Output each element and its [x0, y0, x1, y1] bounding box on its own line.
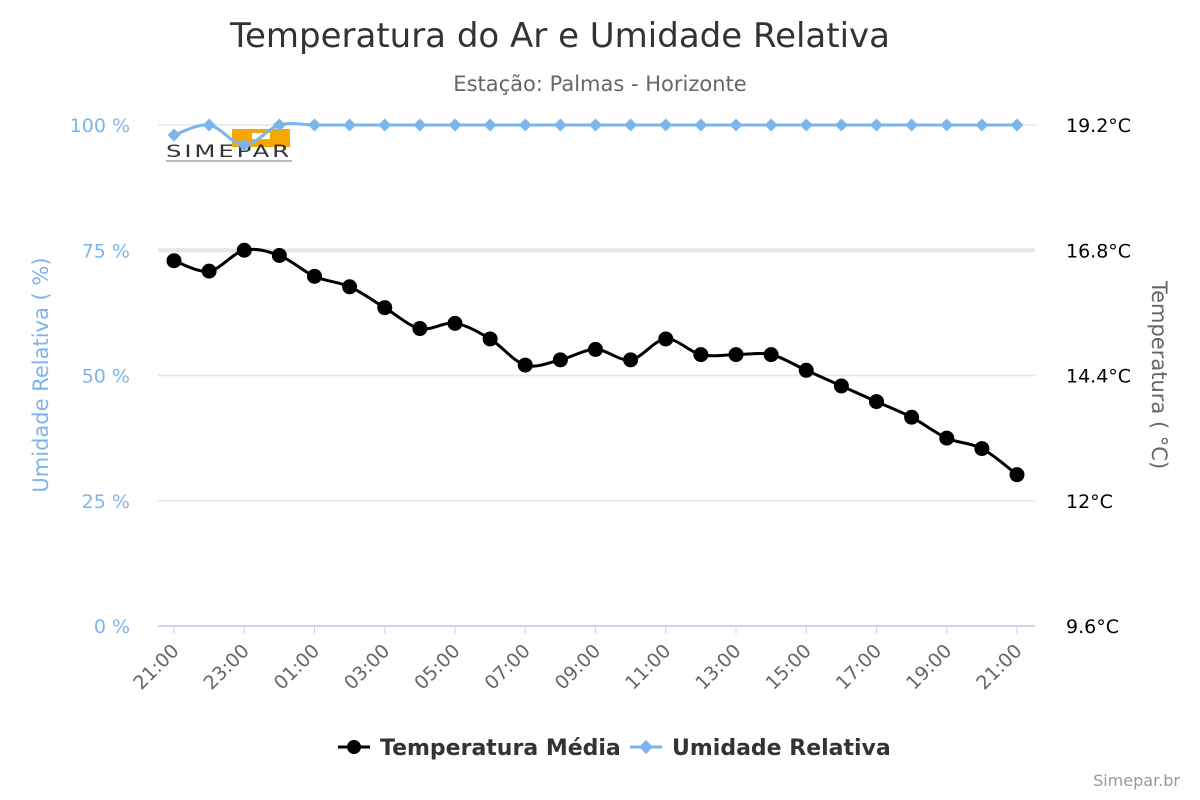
- temperatura-line: [173, 247, 1018, 476]
- temperatura-point[interactable]: [201, 263, 217, 279]
- temperatura-point[interactable]: [482, 331, 498, 347]
- temperatura-point[interactable]: [166, 253, 182, 269]
- temperatura-point[interactable]: [517, 357, 533, 373]
- temperatura-point[interactable]: [307, 268, 322, 284]
- temperatura-point[interactable]: [412, 321, 428, 337]
- grid: [158, 124, 1035, 627]
- temperatura-point[interactable]: [623, 352, 639, 368]
- series-temperatura-media: [166, 242, 1025, 483]
- left-axis-ticks: 0 % 25 % 50 % 75 % 100 %: [70, 115, 130, 638]
- x-tick-label: 11:00: [621, 640, 675, 694]
- left-tick-label: 25 %: [82, 491, 130, 513]
- temperatura-point[interactable]: [798, 362, 814, 378]
- temperatura-point[interactable]: [833, 378, 849, 394]
- temperatura-point[interactable]: [588, 341, 603, 357]
- left-axis-title: Umidade Relativa ( %): [29, 257, 53, 492]
- umidade-point[interactable]: [272, 118, 286, 132]
- umidade-point[interactable]: [940, 118, 954, 132]
- umidade-point[interactable]: [659, 118, 673, 132]
- umidade-point[interactable]: [343, 118, 357, 132]
- umidade-point[interactable]: [413, 118, 427, 132]
- legend-umidade-marker: [639, 740, 653, 754]
- legend-item-umidade[interactable]: Umidade Relativa: [630, 736, 891, 761]
- temperatura-point[interactable]: [236, 242, 252, 258]
- simepar-logo: SIMEPAR: [166, 129, 292, 162]
- x-tick-label: 01:00: [270, 640, 324, 694]
- temperatura-point[interactable]: [552, 352, 568, 368]
- umidade-point[interactable]: [624, 118, 638, 132]
- x-tick-label: 05:00: [410, 640, 464, 694]
- temperatura-point[interactable]: [377, 300, 393, 316]
- right-axis-ticks: 9.6°C 12°C 14.4°C 16.8°C 19.2°C: [1066, 115, 1131, 638]
- umidade-point[interactable]: [237, 138, 251, 152]
- x-tick-label: 13:00: [691, 640, 745, 694]
- legend-temperatura-label: Temperatura Média: [380, 736, 621, 761]
- umidade-point[interactable]: [694, 118, 708, 132]
- x-tick-label: 19:00: [902, 640, 956, 694]
- umidade-point[interactable]: [870, 118, 883, 132]
- x-tick-label: 07:00: [481, 640, 535, 694]
- umidade-point[interactable]: [167, 128, 181, 142]
- umidade-point[interactable]: [378, 118, 392, 132]
- umidade-point[interactable]: [202, 118, 216, 132]
- umidade-point[interactable]: [308, 118, 321, 132]
- umidade-point[interactable]: [975, 118, 989, 132]
- x-tick-label: 21:00: [972, 640, 1026, 694]
- temperatura-point[interactable]: [447, 315, 463, 331]
- x-tick-label: 15:00: [762, 640, 816, 694]
- logo-underline: [166, 160, 292, 162]
- chart-subtitle: Estação: Palmas - Horizonte: [453, 72, 746, 96]
- left-tick-label: 100 %: [70, 115, 130, 137]
- umidade-point[interactable]: [834, 118, 848, 132]
- umidade-point[interactable]: [905, 118, 919, 132]
- x-tick-label: 23:00: [200, 640, 254, 694]
- temperatura-point[interactable]: [728, 347, 744, 363]
- umidade-point[interactable]: [799, 118, 813, 132]
- right-tick-label: 14.4°C: [1066, 366, 1131, 388]
- umidade-point[interactable]: [518, 118, 532, 132]
- umidade-point[interactable]: [448, 118, 462, 132]
- temperatura-point[interactable]: [939, 430, 955, 446]
- x-tick-label: 09:00: [551, 640, 605, 694]
- series-umidade-relativa: [167, 118, 1024, 152]
- legend-temperatura-marker: [347, 740, 361, 754]
- umidade-point[interactable]: [589, 118, 602, 132]
- umidade-point[interactable]: [553, 118, 567, 132]
- temperatura-point[interactable]: [271, 247, 287, 263]
- chart-title: Temperatura do Ar e Umidade Relativa: [229, 16, 890, 56]
- temperatura-point[interactable]: [342, 279, 358, 295]
- umidade-point[interactable]: [1010, 118, 1024, 132]
- umidade-point[interactable]: [483, 118, 497, 132]
- left-tick-label: 0 %: [94, 616, 130, 638]
- logo-text: SIMEPAR: [166, 142, 292, 162]
- temperatura-point[interactable]: [763, 347, 779, 363]
- umidade-point[interactable]: [729, 118, 743, 132]
- umidade-point[interactable]: [764, 118, 778, 132]
- x-tick-label: 17:00: [832, 640, 886, 694]
- right-tick-label: 19.2°C: [1066, 115, 1131, 137]
- legend-item-temperatura[interactable]: Temperatura Média: [338, 736, 621, 761]
- x-tick-label: 21:00: [129, 640, 183, 694]
- x-tick-label: 03:00: [340, 640, 394, 694]
- temperatura-point[interactable]: [904, 409, 920, 425]
- temperatura-point[interactable]: [693, 347, 709, 363]
- left-tick-label: 75 %: [82, 240, 130, 262]
- temperatura-point[interactable]: [869, 394, 884, 410]
- right-tick-label: 9.6°C: [1066, 616, 1119, 638]
- temperatura-point[interactable]: [658, 331, 674, 347]
- left-tick-label: 50 %: [82, 366, 130, 388]
- right-axis-title: Temperatura ( °C): [1147, 280, 1171, 469]
- x-axis-ticks: 21:00 23:00 01:00 03:00 05:00 07:00 09:00 11:00…: [129, 626, 1027, 694]
- legend[interactable]: Temperatura Média Umidade Relativa: [338, 736, 891, 761]
- legend-umidade-label: Umidade Relativa: [672, 736, 891, 761]
- temperatura-point[interactable]: [974, 441, 990, 457]
- right-tick-label: 12°C: [1066, 491, 1113, 513]
- credits[interactable]: Simepar.br: [1093, 771, 1180, 790]
- right-tick-label: 16.8°C: [1066, 240, 1131, 262]
- temperatura-point[interactable]: [1009, 467, 1025, 483]
